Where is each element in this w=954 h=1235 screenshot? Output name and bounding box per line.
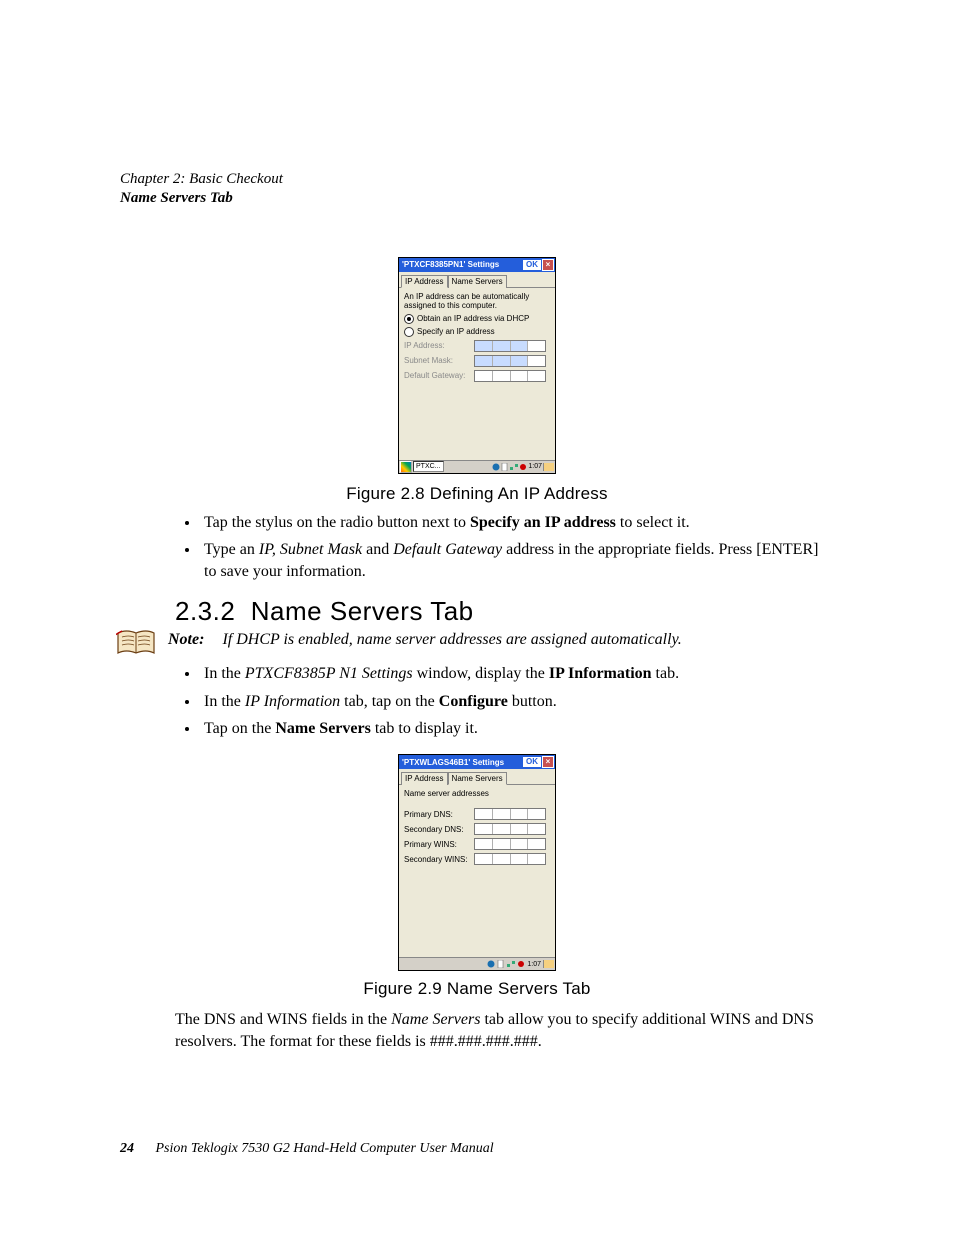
- dialog-title: 'PTXCF8385PN1' Settings: [402, 260, 523, 269]
- radio-dhcp[interactable]: [404, 314, 414, 324]
- figure-name-servers: 'PTXWLAGS46B1' Settings OK × IP Address …: [120, 754, 834, 999]
- bullet-type-addresses: Type an IP, Subnet Mask and Default Gate…: [200, 539, 834, 582]
- sip-icon-ns[interactable]: [543, 960, 554, 968]
- dialog-body: An IP address can be automatically assig…: [399, 288, 555, 460]
- tray-doc-icon: [501, 463, 509, 471]
- radio-specify-label: Specify an IP address: [417, 327, 495, 336]
- input-ip-address[interactable]: [474, 340, 546, 352]
- bullet-list-1: Tap the stylus on the radio button next …: [200, 512, 834, 583]
- figure-caption-29: Figure 2.9 Name Servers Tab: [120, 979, 834, 999]
- bullet-specify-ip: Tap the stylus on the radio button next …: [200, 512, 834, 534]
- close-button-ns[interactable]: ×: [542, 756, 554, 768]
- close-button[interactable]: ×: [542, 259, 554, 271]
- tray-red-icon-ns: [517, 960, 525, 968]
- label-primary-dns: Primary DNS:: [404, 810, 474, 819]
- page-number: 24: [120, 1141, 134, 1156]
- dialog-titlebar: 'PTXCF8385PN1' Settings OK ×: [399, 258, 555, 272]
- footer-text: Psion Teklogix 7530 G2 Hand-Held Compute…: [156, 1141, 494, 1156]
- tab-ip-address-ns[interactable]: IP Address: [401, 772, 448, 785]
- body-paragraph: The DNS and WINS fields in the Name Serv…: [175, 1009, 834, 1052]
- radio-dhcp-label: Obtain an IP address via DHCP: [417, 314, 529, 323]
- tab-name-servers-ns[interactable]: Name Servers: [448, 772, 507, 785]
- dialog-body-ns: Name server addresses Primary DNS: Secon…: [399, 785, 555, 957]
- section-number: 2.3.2: [175, 596, 235, 626]
- book-icon: [116, 629, 156, 657]
- input-default-gateway[interactable]: [474, 370, 546, 382]
- note-text: If DHCP is enabled, name server addresse…: [222, 631, 681, 649]
- sip-icon[interactable]: [543, 463, 554, 471]
- bullet-tap-name-servers: Tap on the Name Servers tab to display i…: [200, 718, 834, 740]
- field-primary-dns: Primary DNS:: [404, 808, 550, 820]
- figure-caption-28: Figure 2.8 Defining An IP Address: [120, 484, 834, 504]
- tab-ip-address[interactable]: IP Address: [401, 275, 448, 288]
- field-default-gateway: Default Gateway:: [404, 370, 550, 382]
- section-heading: 2.3.2 Name Servers Tab: [175, 596, 834, 627]
- settings-dialog-ns: 'PTXWLAGS46B1' Settings OK × IP Address …: [398, 754, 556, 971]
- start-icon[interactable]: [400, 461, 412, 473]
- field-subnet-mask: Subnet Mask:: [404, 355, 550, 367]
- note-label: Note:: [168, 631, 204, 649]
- note-block: Note: If DHCP is enabled, name server ad…: [120, 631, 834, 657]
- dialog-tabs: IP Address Name Servers: [399, 272, 555, 288]
- label-default-gateway: Default Gateway:: [404, 371, 474, 380]
- tray-globe-icon-ns: [487, 960, 495, 968]
- taskbar: PTXC... 1:07: [399, 460, 555, 473]
- tray-doc-icon-ns: [497, 960, 505, 968]
- chapter-subtitle: Name Servers Tab: [120, 190, 834, 207]
- label-secondary-dns: Secondary DNS:: [404, 825, 474, 834]
- label-subnet-mask: Subnet Mask:: [404, 356, 474, 365]
- ok-button[interactable]: OK: [523, 260, 541, 270]
- radio-dhcp-row[interactable]: Obtain an IP address via DHCP: [404, 314, 550, 324]
- field-ip-address: IP Address:: [404, 340, 550, 352]
- bullet-tap-configure: In the IP Information tab, tap on the Co…: [200, 691, 834, 713]
- dialog-title-ns: 'PTXWLAGS46B1' Settings: [402, 758, 523, 767]
- page-footer: 24 Psion Teklogix 7530 G2 Hand-Held Comp…: [120, 1141, 494, 1157]
- field-secondary-dns: Secondary DNS:: [404, 823, 550, 835]
- section-title: Name Servers Tab: [251, 596, 474, 626]
- taskbar-ns: 1:07: [399, 957, 555, 970]
- field-secondary-wins: Secondary WINS:: [404, 853, 550, 865]
- dialog-tabs-ns: IP Address Name Servers: [399, 769, 555, 785]
- tray-time-ns: 1:07: [527, 961, 541, 968]
- tab-name-servers[interactable]: Name Servers: [448, 275, 507, 288]
- dialog-titlebar-ns: 'PTXWLAGS46B1' Settings OK ×: [399, 755, 555, 769]
- input-subnet-mask[interactable]: [474, 355, 546, 367]
- ok-button-ns[interactable]: OK: [523, 757, 541, 767]
- figure-ip-address: 'PTXCF8385PN1' Settings OK × IP Address …: [120, 257, 834, 504]
- label-primary-wins: Primary WINS:: [404, 840, 474, 849]
- field-primary-wins: Primary WINS:: [404, 838, 550, 850]
- input-primary-wins[interactable]: [474, 838, 546, 850]
- tray-icons: 1:07: [492, 463, 542, 471]
- radio-specify-row[interactable]: Specify an IP address: [404, 327, 550, 337]
- input-secondary-wins[interactable]: [474, 853, 546, 865]
- bullet-open-settings: In the PTXCF8385P N1 Settings window, di…: [200, 663, 834, 685]
- label-ip-address: IP Address:: [404, 341, 474, 350]
- input-primary-dns[interactable]: [474, 808, 546, 820]
- tray-net-icon: [510, 463, 518, 471]
- tray-time: 1:07: [528, 463, 542, 470]
- input-secondary-dns[interactable]: [474, 823, 546, 835]
- settings-dialog-ip: 'PTXCF8385PN1' Settings OK × IP Address …: [398, 257, 556, 474]
- label-secondary-wins: Secondary WINS:: [404, 855, 474, 864]
- dialog-intro-text-ns: Name server addresses: [404, 789, 550, 798]
- bullet-list-2: In the PTXCF8385P N1 Settings window, di…: [200, 663, 834, 740]
- dialog-intro-text: An IP address can be automatically assig…: [404, 292, 550, 310]
- tray-globe-icon: [492, 463, 500, 471]
- chapter-line: Chapter 2: Basic Checkout: [120, 170, 834, 190]
- taskbar-task[interactable]: PTXC...: [413, 461, 444, 472]
- tray-red-icon: [519, 463, 527, 471]
- tray-net-icon-ns: [507, 960, 515, 968]
- radio-specify[interactable]: [404, 327, 414, 337]
